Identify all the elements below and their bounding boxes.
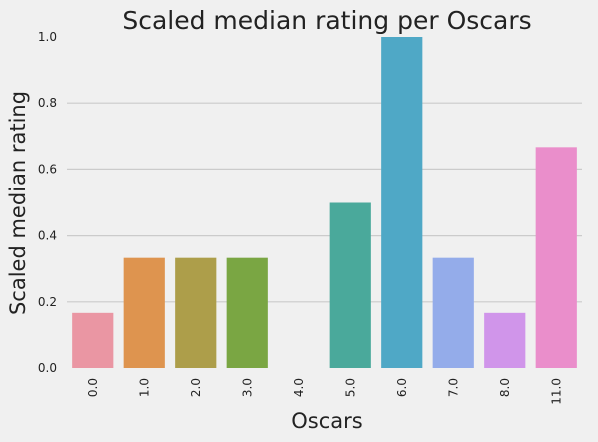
bar-5-0 — [329, 202, 371, 368]
x-tick-label: 4.0 — [292, 378, 306, 397]
x-tick-label: 0.0 — [86, 378, 100, 397]
bar-8-0 — [484, 312, 526, 368]
gridlines — [67, 102, 582, 303]
x-tick-label: 7.0 — [446, 378, 460, 397]
y-tick-label: 0.2 — [38, 295, 57, 309]
x-tick-label: 3.0 — [240, 378, 254, 397]
bar-11-0 — [535, 147, 577, 368]
y-tick-label: 0.8 — [38, 96, 57, 110]
bar-7-0 — [432, 257, 474, 368]
bar-6-0 — [381, 37, 423, 368]
y-tick-label: 1.0 — [38, 30, 57, 44]
bar-1-0 — [123, 257, 165, 368]
x-tick-label: 8.0 — [498, 378, 512, 397]
x-tick-label: 1.0 — [137, 378, 151, 397]
y-tick-label: 0.4 — [38, 229, 57, 243]
x-tick-label: 5.0 — [343, 378, 357, 397]
bar-0-0 — [72, 312, 114, 368]
chart-title: Scaled median rating per Oscars — [122, 6, 531, 35]
y-axis-label: Scaled median rating — [6, 91, 30, 315]
y-tick-labels: 0.0 0.2 0.4 0.6 0.8 1.0 — [38, 30, 57, 375]
bar-2-0 — [175, 257, 217, 368]
bar-3-0 — [226, 257, 268, 368]
x-tick-label: 6.0 — [395, 378, 409, 397]
x-tick-label: 11.0 — [549, 378, 563, 405]
y-tick-label: 0.0 — [38, 361, 57, 375]
x-tick-labels: 0.0 1.0 2.0 3.0 4.0 5.0 6.0 7.0 8.0 11.0 — [86, 378, 564, 405]
x-tick-label: 2.0 — [189, 378, 203, 397]
bars — [72, 37, 577, 368]
y-tick-label: 0.6 — [38, 162, 57, 176]
x-axis-label: Oscars — [291, 409, 362, 433]
